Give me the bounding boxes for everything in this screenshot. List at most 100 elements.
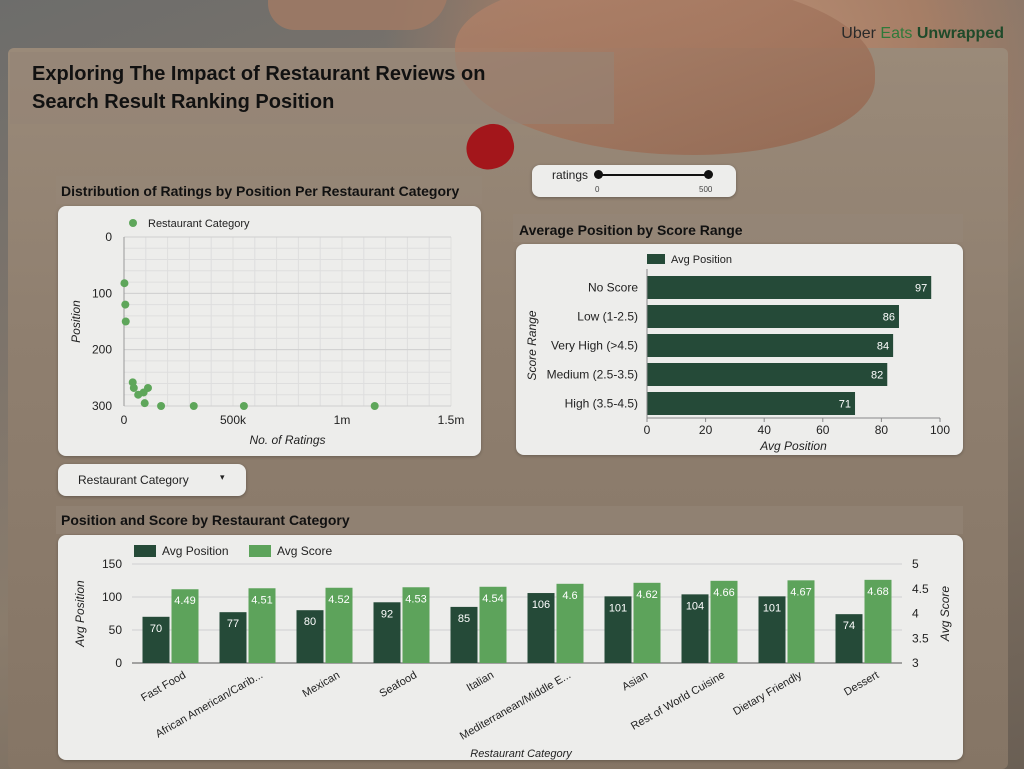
grouped-bar-score bbox=[171, 589, 199, 663]
scatter-point bbox=[370, 402, 379, 410]
grouped-category-label: Dessert bbox=[842, 669, 881, 698]
scatter-chart-title: Distribution of Ratings by Position Per … bbox=[61, 183, 460, 199]
grouped-bar-score bbox=[248, 588, 276, 663]
grouped-data-label-score: 4.66 bbox=[713, 587, 734, 599]
scatter-chart-card: 0 100 200 300 0 500k 1m 1.5m No. of Ratings Posit… bbox=[58, 206, 481, 456]
grouped-legend-label-score: Avg Score bbox=[277, 544, 332, 558]
grouped-y-axis-label: Avg Position bbox=[73, 580, 87, 648]
restaurant-category-dropdown[interactable]: Restaurant Category ▾ bbox=[58, 464, 246, 496]
scatter-point bbox=[129, 383, 138, 392]
scatter-point bbox=[120, 279, 129, 288]
grouped-data-label-position: 74 bbox=[843, 620, 855, 632]
grouped-data-label-position: 80 bbox=[304, 616, 316, 628]
grouped-y2-tick-label: 5 bbox=[912, 557, 919, 571]
grouped-bar-position bbox=[758, 596, 786, 663]
scatter-point bbox=[140, 399, 149, 408]
slider-min-handle[interactable] bbox=[594, 170, 603, 179]
grouped-y2-tick-label: 4 bbox=[912, 607, 919, 621]
scatter-point bbox=[157, 402, 166, 410]
grouped-bar-score bbox=[402, 587, 430, 663]
grouped-legend-label-position: Avg Position bbox=[162, 544, 229, 558]
slider-max-handle[interactable] bbox=[704, 170, 713, 179]
grouped-data-label-position: 85 bbox=[458, 613, 470, 625]
grouped-data-label-score: 4.52 bbox=[328, 594, 349, 606]
hbar-x-tick-label: 40 bbox=[758, 423, 772, 437]
page-title-line-1: Exploring The Impact of Restaurant Revie… bbox=[32, 63, 486, 85]
grouped-bar-position bbox=[373, 602, 401, 663]
scatter-y-tick-label: 200 bbox=[92, 343, 112, 357]
hbar-data-label: 71 bbox=[839, 399, 851, 411]
hbar-chart-card: Avg Position 97 No Score 86 Low (1-2.5) 84 Ver… bbox=[516, 244, 963, 455]
hbar-x-tick-label: 0 bbox=[644, 423, 651, 437]
hbar-category-label: Medium (2.5-3.5) bbox=[547, 368, 638, 382]
scatter-legend-marker bbox=[129, 219, 137, 227]
grouped-data-label-score: 4.6 bbox=[562, 590, 577, 602]
grouped-data-label-position: 101 bbox=[609, 602, 627, 614]
grouped-category-label: Fast Food bbox=[139, 669, 188, 704]
hbar-x-tick-label: 60 bbox=[816, 423, 830, 437]
grouped-x-axis-label: Restaurant Category bbox=[470, 748, 573, 760]
grouped-data-label-score: 4.67 bbox=[790, 586, 811, 598]
scatter-point bbox=[121, 317, 130, 326]
hbar-data-label: 86 bbox=[883, 312, 895, 324]
slider-min-label: 0 bbox=[595, 185, 600, 194]
hbar-bar bbox=[647, 392, 856, 415]
hbar-bar bbox=[647, 334, 894, 357]
grouped-y2-tick-label: 4.5 bbox=[912, 582, 929, 596]
hbar-title-strip bbox=[513, 214, 963, 242]
scatter-x-tick-label: 1.5m bbox=[438, 413, 465, 427]
scatter-y-tick-label: 100 bbox=[92, 286, 112, 300]
grouped-y-tick-label: 50 bbox=[109, 623, 123, 637]
ratings-slider-control[interactable]: ratings 0 500 bbox=[532, 165, 736, 197]
grouped-y-tick-label: 0 bbox=[115, 656, 122, 670]
grouped-bar-position bbox=[450, 606, 478, 663]
grouped-bar-chart: Avg Position Avg Score 0 50 100 150 3 3.5 4 4.5 5 7… bbox=[73, 544, 952, 760]
dropdown-label: Restaurant Category bbox=[78, 473, 189, 487]
grouped-chart-title: Position and Score by Restaurant Categor… bbox=[61, 512, 350, 528]
grouped-bar-score bbox=[633, 582, 661, 663]
hbar-category-label: High (3.5-4.5) bbox=[565, 397, 638, 411]
scatter-point bbox=[121, 300, 130, 309]
grouped-bar-score bbox=[787, 580, 815, 663]
hbar-chart-title: Average Position by Score Range bbox=[519, 222, 743, 238]
grouped-legend-swatch-position bbox=[134, 545, 156, 557]
hbar-legend-label: Avg Position bbox=[671, 254, 732, 266]
slider-track[interactable] bbox=[598, 174, 708, 176]
grouped-category-label: Mexican bbox=[301, 669, 342, 700]
grouped-y2-tick-label: 3.5 bbox=[912, 631, 929, 645]
hbar-category-label: No Score bbox=[588, 281, 638, 295]
grouped-bar-score bbox=[325, 587, 353, 663]
grouped-bar-score bbox=[556, 583, 584, 663]
grouped-bar-position bbox=[219, 612, 247, 663]
grouped-y-tick-label: 100 bbox=[102, 590, 122, 604]
caret-down-icon[interactable]: ▾ bbox=[220, 472, 225, 482]
scatter-y-tick-label: 0 bbox=[105, 230, 112, 244]
scatter-title-strip bbox=[56, 176, 482, 204]
grouped-data-label-position: 77 bbox=[227, 618, 239, 630]
hbar-x-axis-label: Avg Position bbox=[759, 439, 827, 453]
grouped-bar-score bbox=[479, 586, 507, 663]
scatter-x-tick-label: 0 bbox=[121, 413, 128, 427]
hbar-chart: Avg Position 97 No Score 86 Low (1-2.5) 84 Ver… bbox=[525, 254, 950, 453]
grouped-category-label: Italian bbox=[465, 669, 496, 694]
scatter-chart: 0 100 200 300 0 500k 1m 1.5m No. of Ratings Posit… bbox=[69, 218, 465, 447]
grouped-data-label-position: 106 bbox=[532, 599, 550, 611]
grouped-bar-position bbox=[527, 593, 555, 663]
hbar-x-tick-label: 20 bbox=[699, 423, 713, 437]
grouped-data-label-score: 4.49 bbox=[174, 595, 195, 607]
background-hand-top bbox=[268, 0, 448, 30]
grouped-category-label: Seafood bbox=[378, 669, 419, 700]
grouped-bar-position bbox=[835, 614, 863, 663]
grouped-data-label-score: 4.54 bbox=[482, 593, 503, 605]
hbar-y-axis-label: Score Range bbox=[525, 310, 539, 380]
hbar-data-label: 84 bbox=[877, 341, 889, 353]
grouped-bar-score bbox=[710, 580, 738, 663]
grouped-data-label-score: 4.53 bbox=[405, 593, 426, 605]
grouped-bar-position bbox=[296, 610, 324, 663]
slider-max-label: 500 bbox=[699, 185, 713, 194]
grouped-data-label-position: 104 bbox=[686, 600, 704, 612]
grouped-bar-position bbox=[681, 594, 709, 663]
grouped-data-label-position: 101 bbox=[763, 602, 781, 614]
hbar-bar bbox=[647, 363, 888, 386]
slider-label: ratings bbox=[552, 168, 589, 182]
